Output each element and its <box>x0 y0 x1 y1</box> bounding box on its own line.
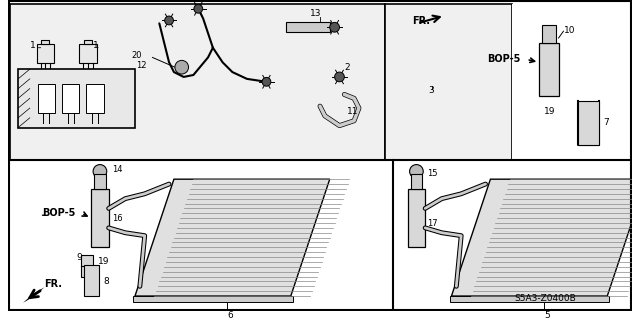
Text: 16: 16 <box>111 214 122 223</box>
Circle shape <box>541 69 547 75</box>
Circle shape <box>335 72 344 82</box>
Circle shape <box>93 233 99 238</box>
Text: 2: 2 <box>344 63 350 72</box>
Circle shape <box>541 84 547 90</box>
Text: BOP-5: BOP-5 <box>42 208 76 218</box>
Text: 6: 6 <box>227 311 233 319</box>
Circle shape <box>427 72 437 82</box>
Circle shape <box>194 4 203 13</box>
Bar <box>36 44 54 63</box>
Text: 17: 17 <box>427 219 438 228</box>
Text: BOP-5: BOP-5 <box>488 55 521 64</box>
Circle shape <box>410 206 415 211</box>
Bar <box>91 189 109 247</box>
Text: 8: 8 <box>104 277 109 286</box>
Bar <box>62 84 79 113</box>
Bar <box>42 40 49 44</box>
Circle shape <box>410 220 415 226</box>
Bar <box>578 101 600 145</box>
Circle shape <box>262 78 271 86</box>
Text: 20: 20 <box>131 51 141 60</box>
Text: 5: 5 <box>544 311 550 319</box>
Text: FR.: FR. <box>44 279 63 289</box>
Bar <box>94 174 106 189</box>
Text: 1: 1 <box>93 41 99 50</box>
Text: 12: 12 <box>136 61 147 70</box>
Bar <box>542 25 556 43</box>
Text: 11: 11 <box>348 107 359 115</box>
Circle shape <box>164 16 173 25</box>
Text: 15: 15 <box>427 169 438 178</box>
Polygon shape <box>135 179 330 296</box>
Text: 7: 7 <box>604 118 609 127</box>
Bar <box>81 255 93 277</box>
Circle shape <box>541 55 547 60</box>
Bar <box>411 174 422 189</box>
Text: 13: 13 <box>310 9 322 18</box>
Text: 10: 10 <box>563 26 575 35</box>
Circle shape <box>542 14 556 27</box>
Text: S5A3-Z0400B: S5A3-Z0400B <box>515 294 577 303</box>
Polygon shape <box>451 179 640 296</box>
Circle shape <box>93 220 99 226</box>
Bar <box>86 84 104 113</box>
Bar <box>79 44 97 63</box>
Bar <box>18 69 135 128</box>
Circle shape <box>423 68 441 86</box>
Circle shape <box>93 206 99 211</box>
Text: 1: 1 <box>30 41 36 50</box>
Bar <box>385 4 512 160</box>
Bar <box>286 22 330 32</box>
Circle shape <box>410 233 415 238</box>
Bar <box>10 4 385 160</box>
Circle shape <box>330 22 339 32</box>
Circle shape <box>410 165 423 178</box>
Polygon shape <box>449 296 609 302</box>
Text: FR.: FR. <box>413 16 431 26</box>
Text: 14: 14 <box>111 165 122 174</box>
Text: 19: 19 <box>544 107 556 115</box>
Bar <box>84 40 92 44</box>
Bar <box>84 265 99 296</box>
Bar <box>539 43 559 96</box>
Bar <box>512 4 630 160</box>
Bar <box>38 84 55 113</box>
Text: 3: 3 <box>428 86 434 95</box>
Circle shape <box>175 60 189 74</box>
Text: 19: 19 <box>98 257 109 266</box>
Bar <box>408 189 425 247</box>
Circle shape <box>93 165 107 178</box>
Polygon shape <box>133 296 292 302</box>
Polygon shape <box>23 287 44 303</box>
Text: 9: 9 <box>77 253 83 262</box>
